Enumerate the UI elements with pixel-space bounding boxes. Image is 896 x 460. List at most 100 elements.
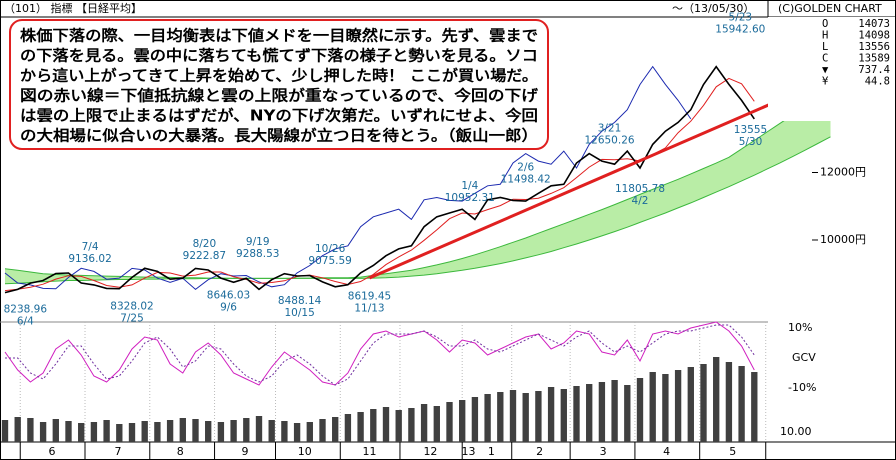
low-value: 8619.45 [348,291,391,303]
volume-bar [65,421,72,442]
price-line [4,77,755,292]
volume-bar [90,422,98,442]
high-date: 2/6 [517,161,534,173]
quote-label: ▼ [822,64,829,76]
volume-bar [357,412,364,442]
volume-bar [128,423,136,442]
volume-bar [624,385,631,442]
quote-label: ¥ [822,76,829,88]
low-value: 8238.96 [4,303,48,315]
price-line [4,65,692,291]
month-label: 3 [600,445,607,458]
volume-bar [471,397,479,442]
note-line: は雲の上限で止まるはずだが、NYの下げ次第だ。いずれにせよ、今回 [20,107,538,125]
low-date: 10/15 [285,307,315,319]
volume-bar [636,378,644,442]
volume-bar [103,420,110,442]
high-value: 15942.60 [715,24,765,36]
low-value: 8646.03 [207,290,250,302]
volume-bar [674,370,682,442]
volume-bar [306,422,313,442]
high-date: 1/4 [461,180,478,192]
high-value: 10952.31 [445,192,495,204]
volume-bar [586,384,593,442]
month-label: 12 [423,445,437,458]
high-value: 11498.42 [501,173,551,185]
y-tick-label: 12000円 [820,166,866,179]
quote-label: H [822,30,828,42]
month-label: 4 [663,445,670,458]
month-label: 13 [462,445,476,458]
note-box [9,19,549,150]
high-value: 9222.87 [183,250,226,262]
volume-bar [281,421,288,442]
volume-bar [484,394,491,442]
volume-bar [700,364,707,442]
volume-bar [255,416,263,442]
volume-bar [420,404,428,442]
high-value: 9136.02 [68,253,111,265]
oscillator-tick-label: -10% [788,381,816,394]
month-label: 9 [242,445,249,458]
quote-label: O [822,18,828,30]
y-tick-label: 10000円 [820,233,866,246]
low-date: 6/4 [17,315,34,327]
volume-bar [141,421,148,442]
volume-bar [547,387,555,442]
low-value: 8488.14 [278,295,322,307]
header-date: ～（13/05/30） [672,2,754,15]
volume-bar [14,417,21,442]
volume-bar [713,357,720,442]
quote-label: L [822,41,828,53]
volume-bar [535,391,542,442]
volume-bar [27,418,34,442]
volume-bar [344,414,352,442]
volume-bar [78,423,85,442]
low-value: 8328.02 [110,300,153,312]
low-date: 11/13 [354,303,384,315]
volume-bar [738,366,745,442]
header-copyright: (C)GOLDEN CHART [778,2,882,15]
volume-bar [446,402,453,442]
volume-bar [52,419,59,442]
volume-bar [319,419,326,442]
month-label: 8 [177,445,184,458]
note-line: の下落を見る。雲の中に落ちても慌てず下落の様子と勢いを見る。ソコ [20,47,538,65]
volume-bar [179,418,186,442]
quote-value: 14098 [858,30,890,42]
month-label: 7 [115,445,122,458]
volume-bar [243,418,250,442]
month-label: 5 [729,445,736,458]
high-date: 3/21 [598,123,622,135]
high-date: 8/20 [193,238,217,250]
volume-bar [408,408,415,442]
volume-bar [649,372,656,442]
high-date: 7/4 [82,241,99,253]
volume-bar [1,420,9,442]
volume-bar [205,421,212,442]
volume-bar [459,400,466,442]
high-date: 10/26 [315,243,346,255]
quote-value: 13589 [858,53,890,65]
note-line: 図の赤い線＝下値抵抗線と雲の上限が重なっているので、今回の下げ [20,87,539,105]
volume-bar [39,422,47,442]
high-value: 9288.53 [236,248,279,260]
quote-value: 14073 [858,18,890,30]
month-label: 2 [536,445,543,458]
high-value: 9075.59 [308,255,351,267]
volume-bar [598,382,606,442]
volume-bar [116,424,123,442]
oscillator-label: GCV [792,351,816,364]
low-date: 5/30 [739,136,763,148]
volume-bar [560,389,567,442]
volume-bar [522,393,529,442]
quote-value: 737.4 [858,64,890,76]
oscillator-tick-label: 10% [788,321,812,334]
volume-bar [509,390,517,442]
volume-bar [725,362,733,442]
volume-tick-label: 10.00 [780,425,812,438]
volume-bar [611,380,618,442]
trend-line [368,86,809,280]
month-label: 10 [298,445,312,458]
